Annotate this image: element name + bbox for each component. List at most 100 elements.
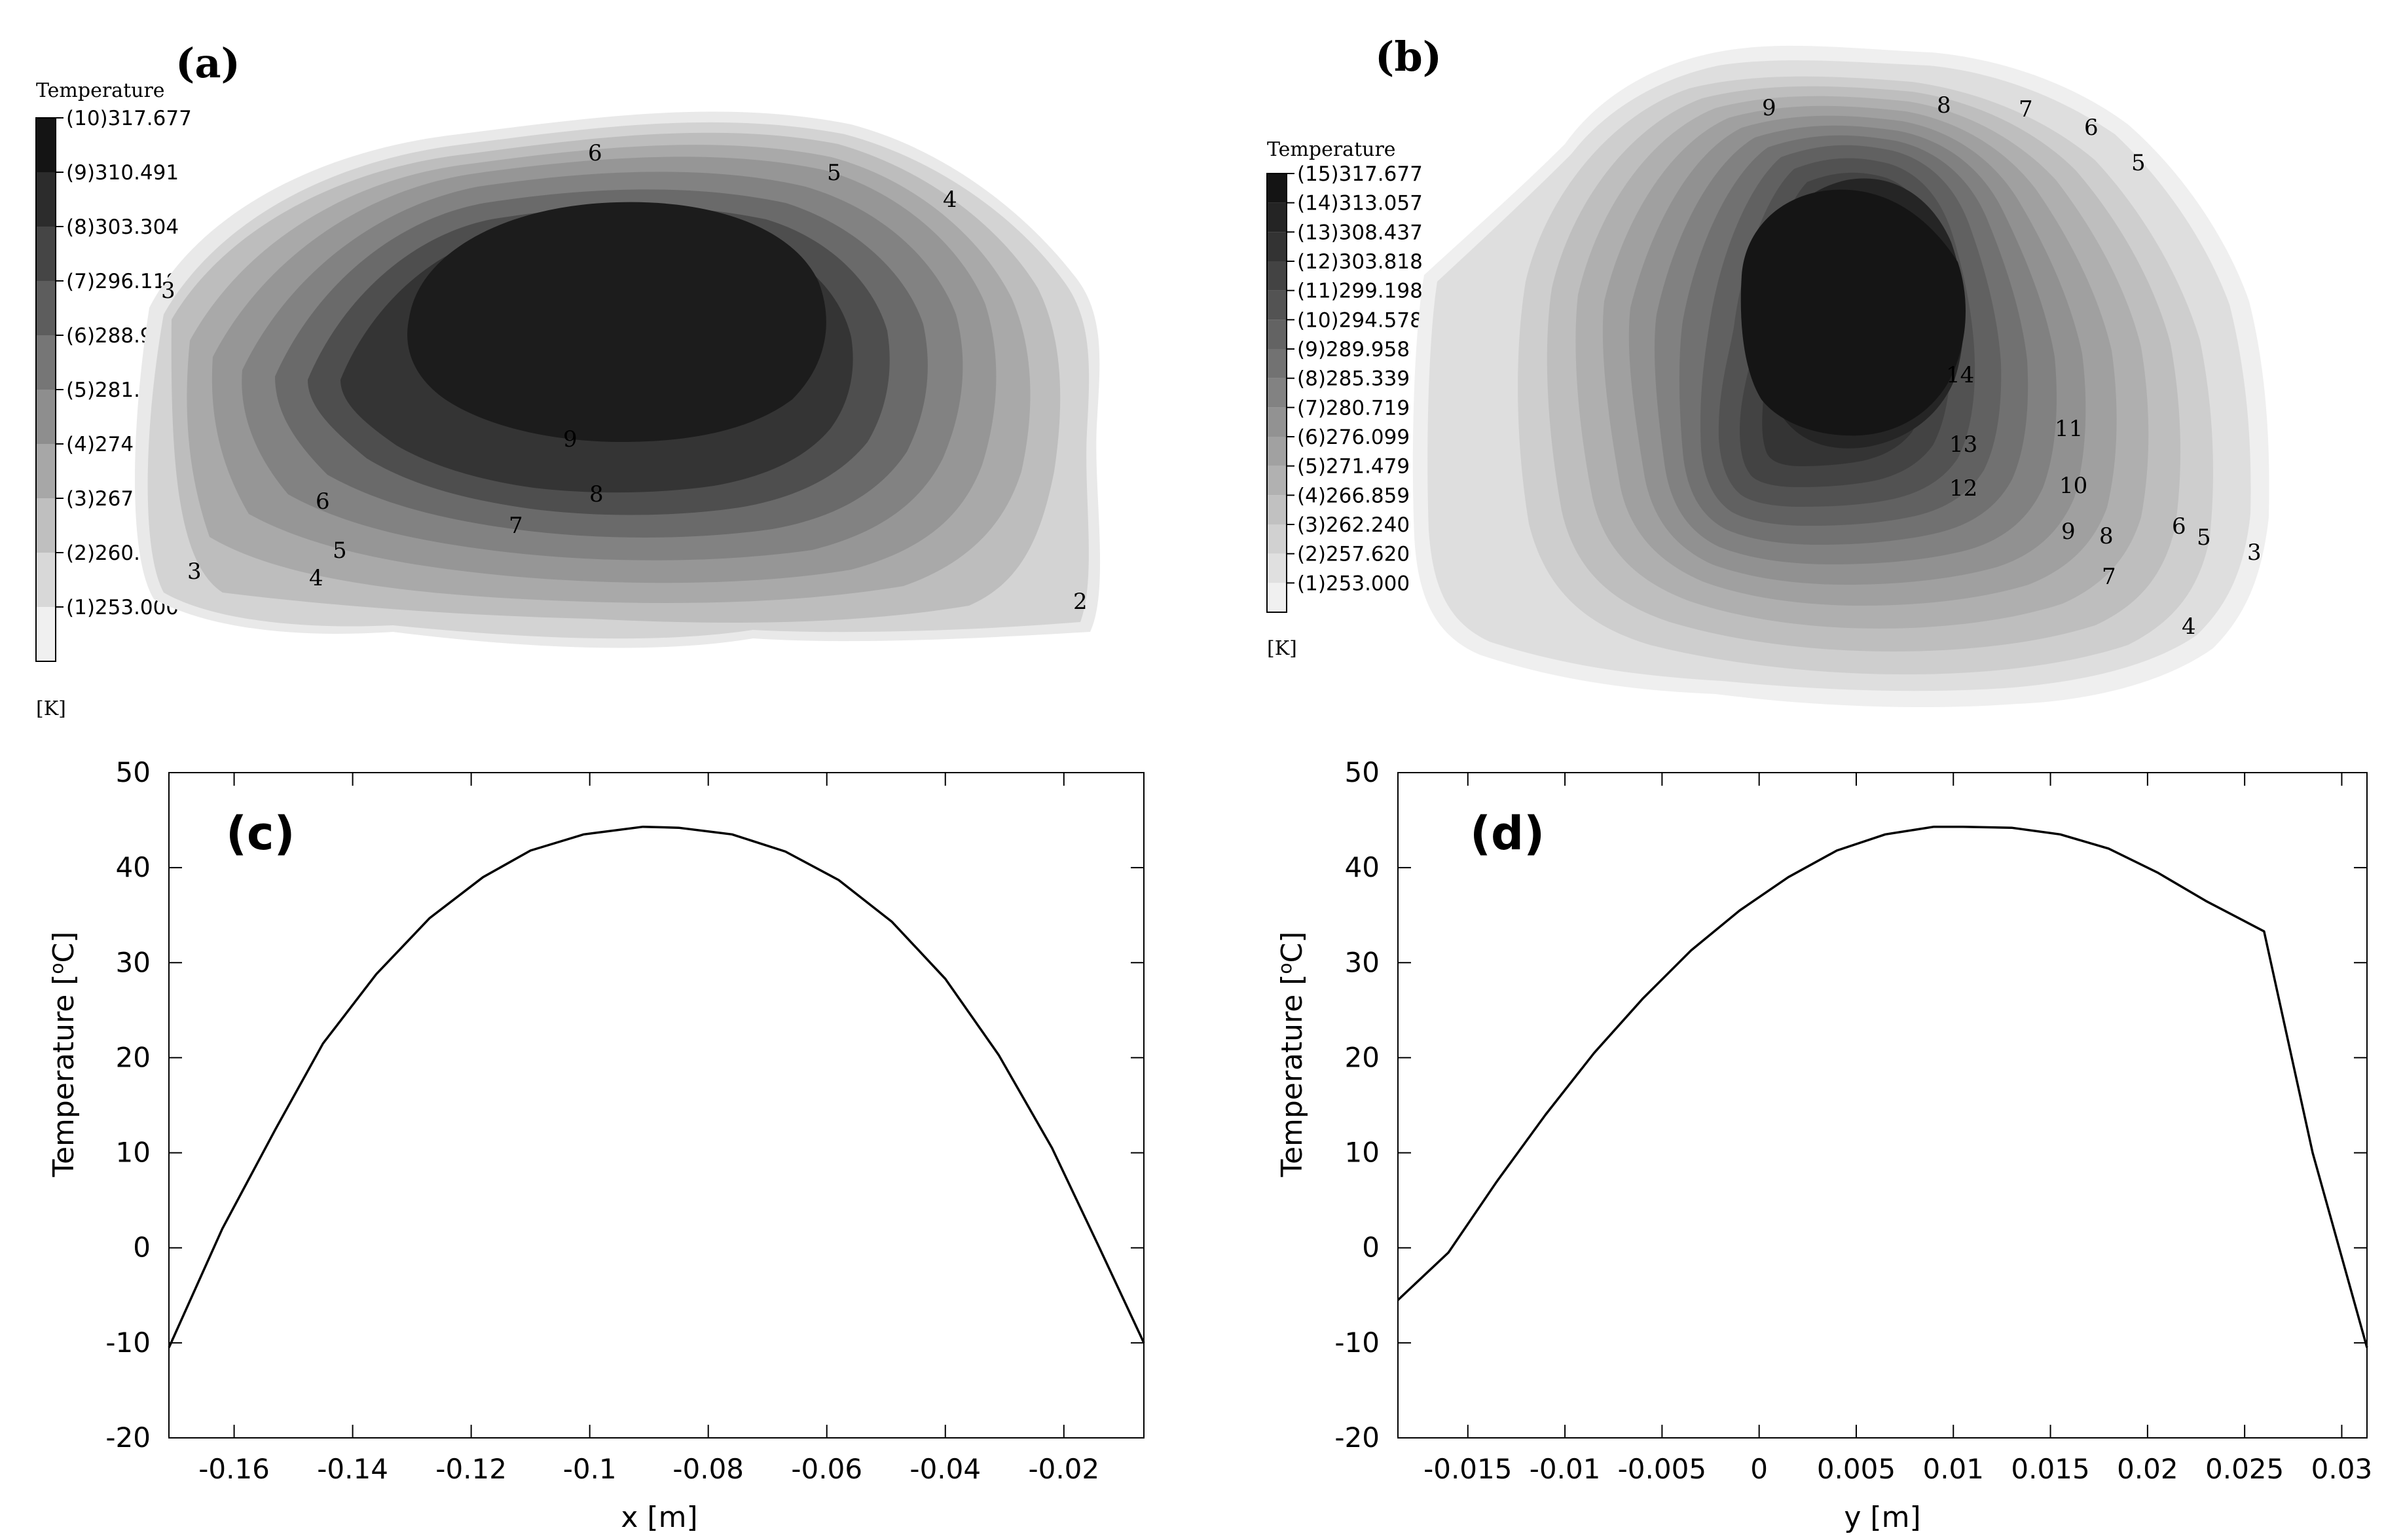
colorbar-swatch <box>36 553 56 607</box>
colorbar-label: (15)317.677 <box>1297 162 1423 186</box>
colorbar-unit-a: [K] <box>36 697 66 720</box>
colorbar-swatch <box>36 227 56 281</box>
colorbar-swatch <box>36 498 56 553</box>
x-tick-label: -0.14 <box>317 1453 388 1485</box>
contour-label-a: 9 <box>563 426 578 452</box>
y-tick-label: 0 <box>133 1232 151 1264</box>
y-tick-label: 50 <box>1345 756 1380 788</box>
contour-label-b: 5 <box>2197 524 2211 551</box>
colorbar-swatch <box>1267 202 1287 232</box>
plot-frame <box>168 772 1145 1439</box>
contour-label-b: 5 <box>2131 150 2146 176</box>
y-tick-label: -20 <box>1334 1421 1380 1454</box>
colorbar-swatch <box>1267 466 1287 496</box>
contour-label-a: 8 <box>589 481 604 507</box>
x-tick-label: 0.01 <box>1922 1453 1984 1485</box>
x-tick-label: -0.04 <box>909 1453 981 1485</box>
x-tick-label: 0.025 <box>2205 1453 2284 1485</box>
colorbar-label: (13)308.437 <box>1297 221 1423 244</box>
axes-d: -20 -10 0 10 20 30 40 50 -0.015 -0.01 -0.005 0 0.005… <box>1334 756 2372 1485</box>
colorbar-label: (5)271.479 <box>1297 455 1410 479</box>
contour-label-b: 9 <box>1762 95 1776 121</box>
contour-label-b: 4 <box>2182 614 2196 640</box>
colorbar-label: (4)266.859 <box>1297 484 1410 507</box>
colorbar-swatch <box>36 172 56 227</box>
contour-label-b: 8 <box>1937 92 1951 119</box>
colorbar-swatch <box>1267 553 1287 583</box>
colorbar-unit-b: [K] <box>1267 637 1297 660</box>
panel-label-d: (d) <box>1470 807 1545 860</box>
x-tick-label: -0.12 <box>435 1453 507 1485</box>
x-tick-label: 0.02 <box>2117 1453 2178 1485</box>
contour-labels-a: 6 5 4 3 9 8 6 7 5 3 4 2 <box>161 140 1088 615</box>
panel-label-c: (c) <box>226 807 295 860</box>
colorbar-swatch <box>1267 407 1287 437</box>
colorbar-label: (10)294.578 <box>1297 308 1423 332</box>
colorbar-b: (15)317.677 (14)313.057 (13)308.437 (12)303… <box>1266 162 1423 613</box>
colorbar-swatch <box>36 444 56 498</box>
contour-band-b-15 <box>1740 189 1966 436</box>
axes-c: -20 -10 0 10 20 30 40 50 -0.16 -0.14 -0.12 -0.1 -0.0… <box>105 756 1145 1485</box>
contour-label-a: 2 <box>1073 589 1088 615</box>
contour-plot-a <box>134 111 1101 648</box>
colorbar-label: (11)299.198 <box>1297 280 1423 303</box>
contour-label-b: 10 <box>2059 473 2087 499</box>
x-tick-label: -0.01 <box>1530 1453 1601 1485</box>
colorbar-label: (1)253.000 <box>1297 572 1410 595</box>
contour-label-a: 6 <box>316 488 330 515</box>
x-tick-label: -0.16 <box>198 1453 270 1485</box>
colorbar-swatch <box>1267 495 1287 524</box>
colorbar-label: (8)285.339 <box>1297 367 1410 391</box>
colorbar-swatch <box>1267 290 1287 320</box>
series-line <box>1397 825 2368 1348</box>
line-chart-c: (c) -20 -10 0 10 20 30 40 50 -0.16 -0.14 -0.12 -0.1… <box>46 756 1145 1534</box>
contour-label-b: 9 <box>2061 519 2076 545</box>
colorbar-title-b: Temperature <box>1267 138 1396 161</box>
y-tick-label: 30 <box>1345 946 1380 978</box>
y-tick-label: 30 <box>116 946 151 978</box>
x-tick-label: -0.08 <box>672 1453 744 1485</box>
contour-band-a-10 <box>407 202 826 442</box>
contour-label-a: 6 <box>588 140 602 166</box>
colorbar-swatch <box>1267 232 1287 261</box>
contour-panel-b: (b) Temperature (15)317.677(14)313.057(1… <box>1266 33 2269 707</box>
panel-label-b: (b) <box>1375 33 1442 81</box>
panel-label-a: (a) <box>175 39 240 87</box>
colorbar-label: (9)289.958 <box>1297 338 1410 361</box>
x-axis-label-d: y [m] <box>1844 1501 1920 1534</box>
x-tick-label: 0.005 <box>1817 1453 1896 1485</box>
colorbar-label: (12)303.818 <box>1297 250 1423 274</box>
y-tick-label: 0 <box>1362 1232 1380 1264</box>
y-tick-label: 20 <box>116 1041 151 1073</box>
series-line <box>168 825 1145 1348</box>
x-tick-label: -0.015 <box>1423 1453 1512 1485</box>
y-tick-label: 10 <box>116 1137 151 1169</box>
contour-label-b: 7 <box>2019 96 2033 122</box>
x-tick-label: -0.06 <box>791 1453 862 1485</box>
colorbar-swatch <box>36 281 56 335</box>
contour-label-b: 6 <box>2084 115 2099 141</box>
x-tick-label: 0.03 <box>2311 1453 2373 1485</box>
colorbar-swatch <box>1267 349 1287 378</box>
colorbar-label: (2)257.620 <box>1297 543 1410 566</box>
contour-panel-a: (a) Temperature (10)317.677 (9)310.491 (8)… <box>35 39 1101 720</box>
contour-label-b: 13 <box>1949 431 1977 458</box>
colorbar-swatch <box>1267 378 1287 408</box>
contour-label-b: 11 <box>2055 416 2083 442</box>
contour-label-a: 4 <box>943 187 957 213</box>
colorbar-swatch <box>36 118 56 172</box>
y-tick-label: 20 <box>1345 1041 1380 1073</box>
contour-label-b: 8 <box>2099 523 2114 549</box>
contour-label-a: 5 <box>333 538 347 564</box>
colorbar-title-a: Temperature <box>36 79 165 102</box>
x-tick-label: -0.02 <box>1028 1453 1099 1485</box>
colorbar-frame <box>1266 173 1287 613</box>
x-axis-label-c: x [m] <box>621 1501 697 1534</box>
colorbar-swatch <box>36 607 56 661</box>
contour-label-b: 12 <box>1949 475 1977 502</box>
colorbar-label: (9)310.491 <box>66 161 179 185</box>
x-tick-label: 0.015 <box>2011 1453 2089 1485</box>
colorbar-label: (7)280.719 <box>1297 396 1410 420</box>
colorbar-swatch <box>1267 261 1287 291</box>
